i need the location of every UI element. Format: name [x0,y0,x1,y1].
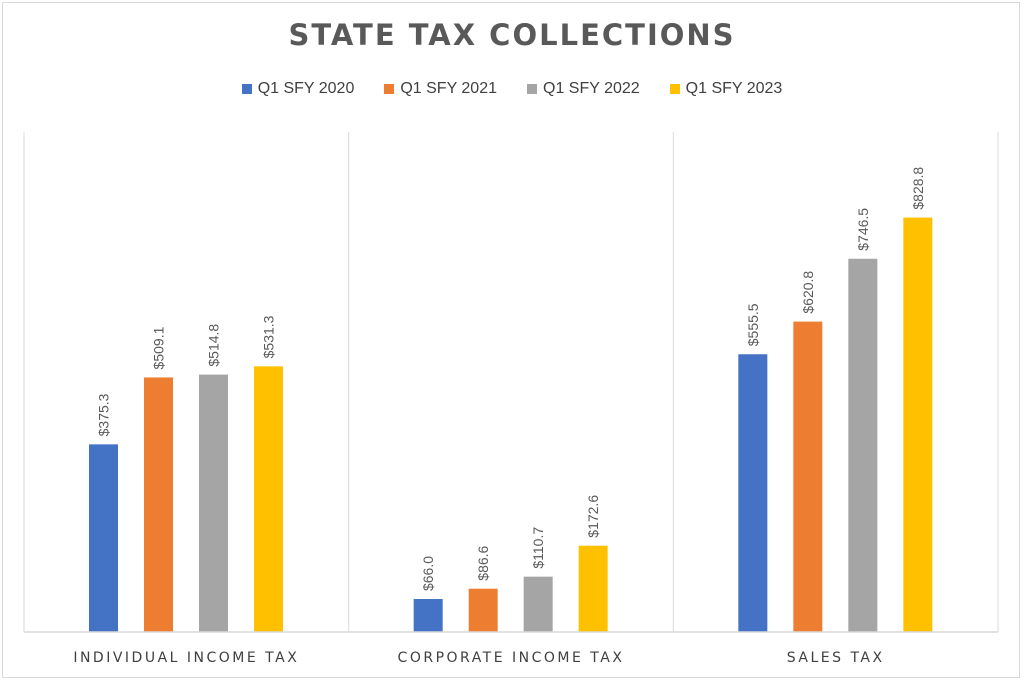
bar [578,545,608,632]
data-label: $514.8 [206,324,222,367]
chart-title: STATE TAX COLLECTIONS [288,18,736,52]
bar [413,599,443,632]
bar [523,576,553,632]
data-label: $66.0 [420,556,436,591]
category-label: INDIVIDUAL INCOME TAX [73,650,299,666]
data-label: $555.5 [745,303,761,346]
bar [848,258,878,632]
category-label: CORPORATE INCOME TAX [398,650,625,666]
data-label: $509.1 [151,326,167,369]
legend-swatch [241,84,252,94]
bar [903,217,933,632]
legend-label: Q1 SFY 2020 [257,80,355,97]
data-label: $531.3 [261,315,277,358]
bar [254,366,283,632]
data-label: $172.6 [585,495,601,538]
legend-item: Q1 SFY 2021 [384,80,497,98]
data-label: $375.3 [96,393,112,436]
data-label: $746.5 [855,208,871,251]
category-label: SALES TAX [787,650,885,666]
legend-label: Q1 SFY 2023 [685,80,783,97]
data-label: $620.8 [800,271,816,314]
legend-item: Q1 SFY 2022 [527,80,640,98]
legend: Q1 SFY 2020 Q1 SFY 2021 Q1 SFY 2022 Q1 S… [0,80,1024,98]
bar [89,444,118,632]
bar [199,374,228,632]
legend-label: Q1 SFY 2022 [543,80,640,97]
legend-item: Q1 SFY 2023 [669,80,783,98]
data-label: $86.6 [475,545,491,580]
data-label: $110.7 [530,527,546,569]
legend-swatch [669,84,680,94]
legend-item: Q1 SFY 2020 [241,80,355,98]
legend-swatch [527,84,537,94]
bar [144,377,173,632]
bar [468,588,498,632]
legend-label: Q1 SFY 2021 [400,80,497,97]
legend-swatch [384,84,395,94]
data-label: $828.8 [910,167,926,210]
bar [793,321,823,632]
bar [738,354,768,632]
